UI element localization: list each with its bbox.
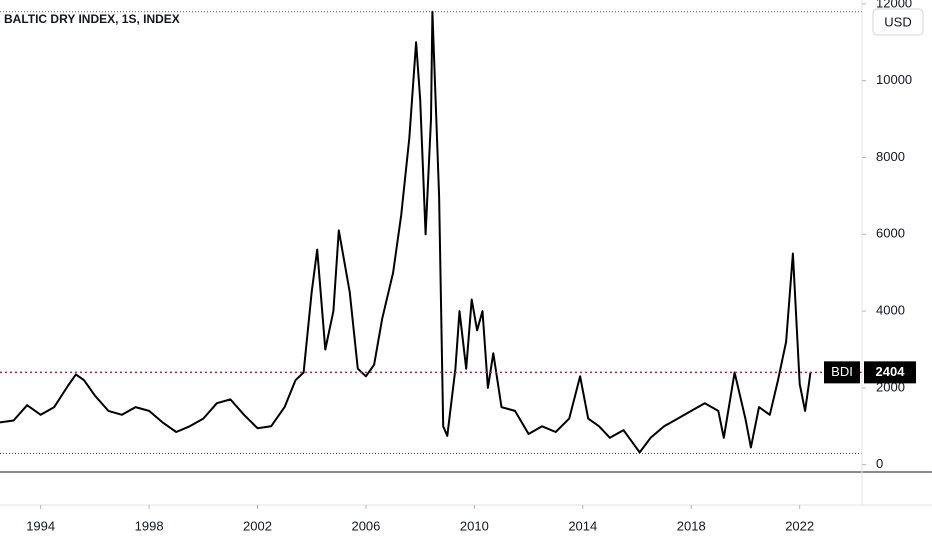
y-tick-label: 6000 [876,226,905,241]
series-line [0,10,812,454]
y-tick-label: 8000 [876,149,905,164]
currency-button-box[interactable] [872,8,924,36]
y-tick-label: 10000 [876,72,912,87]
currency-button[interactable]: USD [872,8,924,36]
series-name-box [824,361,860,384]
last-value-box [864,361,916,384]
plot-area [0,10,862,455]
x-tick-label: 2010 [460,518,489,533]
y-tick-label: 0 [876,456,883,471]
x-tick-label: 2018 [677,518,706,533]
y-tick-label: 4000 [876,303,905,318]
x-tick-label: 2022 [785,518,814,533]
last-value-label: 2404 [876,364,906,379]
currency-label[interactable]: USD [884,14,911,29]
chart-title: BALTIC DRY INDEX, 1S, INDEX [4,12,180,26]
x-tick-label: 2006 [351,518,380,533]
y-tick-label: 12000 [876,0,912,10]
series-name-label: BDI [831,364,853,379]
x-tick-label: 1998 [135,518,164,533]
x-tick-label: 1994 [26,518,55,533]
x-tick-label: 2002 [243,518,272,533]
x-tick-label: 2014 [568,518,597,533]
